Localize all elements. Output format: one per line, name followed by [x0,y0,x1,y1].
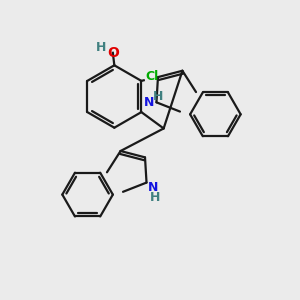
Text: H: H [153,90,164,103]
Text: H: H [150,191,160,204]
Text: N: N [144,96,154,109]
Text: H: H [96,41,107,54]
Text: O: O [107,46,119,60]
Text: N: N [148,181,159,194]
Text: Cl: Cl [146,70,159,83]
